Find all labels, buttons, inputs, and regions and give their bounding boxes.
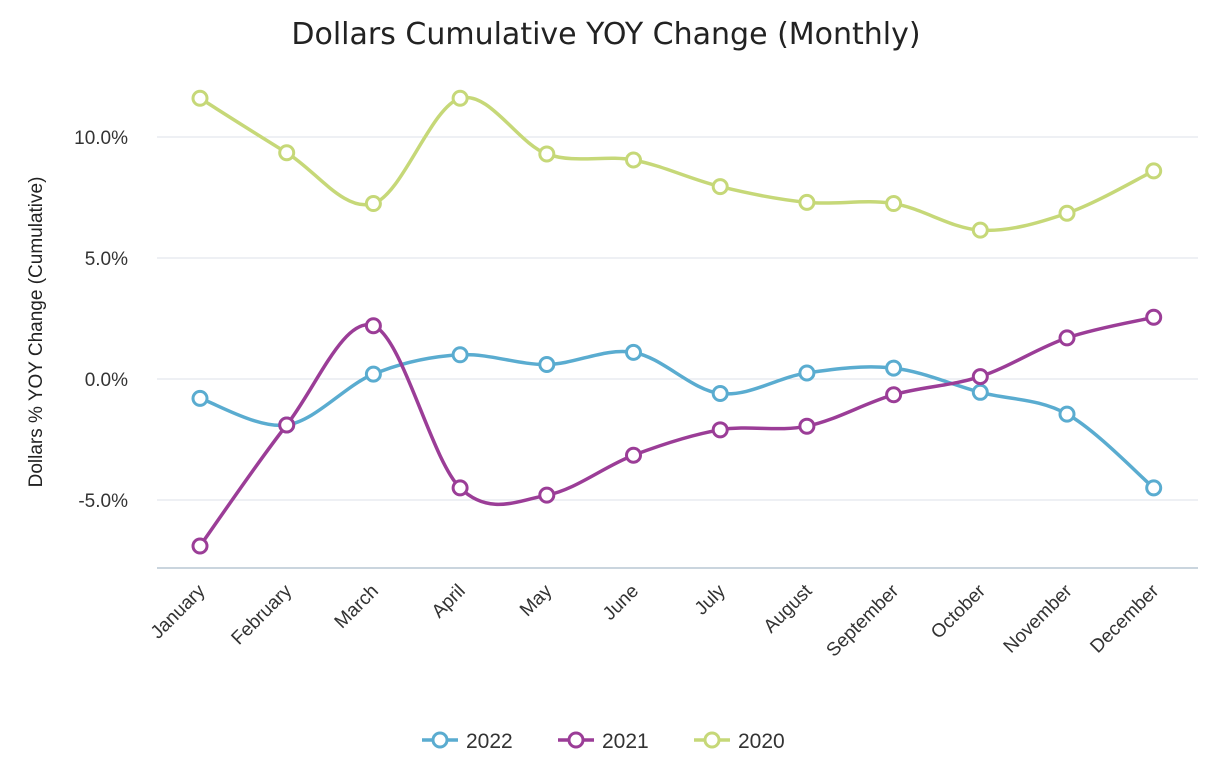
data-point[interactable] bbox=[538, 486, 556, 504]
x-tick-label: June bbox=[599, 581, 643, 625]
legend-item-2021[interactable]: 2021 bbox=[558, 730, 649, 753]
data-point[interactable] bbox=[711, 385, 729, 403]
data-point[interactable] bbox=[885, 386, 903, 404]
legend-label: 2021 bbox=[602, 730, 649, 753]
data-point[interactable] bbox=[625, 446, 642, 464]
series-2020 bbox=[191, 89, 1163, 239]
data-point[interactable] bbox=[625, 343, 642, 361]
x-tick-label: December bbox=[1086, 580, 1163, 657]
y-axis-label: Dollars % YOY Change (Cumulative) bbox=[26, 177, 47, 488]
x-tick-label: August bbox=[760, 580, 817, 637]
x-tick-label: July bbox=[691, 580, 730, 619]
data-point[interactable] bbox=[451, 479, 469, 497]
x-tick-label: November bbox=[1000, 580, 1077, 657]
data-point[interactable] bbox=[798, 417, 816, 435]
data-point[interactable] bbox=[1145, 162, 1163, 180]
x-axis-ticks: January February March April May June July Augu… bbox=[147, 580, 1164, 661]
data-point[interactable] bbox=[278, 144, 296, 162]
series-line bbox=[199, 349, 1155, 490]
data-point[interactable] bbox=[451, 346, 469, 364]
data-point[interactable] bbox=[191, 537, 209, 555]
grid bbox=[157, 136, 1198, 501]
x-tick-label: May bbox=[516, 580, 557, 621]
legend-marker bbox=[431, 731, 449, 749]
legend-marker bbox=[703, 731, 721, 749]
series-line bbox=[198, 315, 1155, 547]
data-point[interactable] bbox=[364, 365, 382, 383]
data-point[interactable] bbox=[711, 178, 729, 196]
y-tick-label: 5.0% bbox=[85, 249, 128, 270]
data-point[interactable] bbox=[798, 193, 816, 211]
data-point[interactable] bbox=[364, 317, 382, 335]
data-point[interactable] bbox=[885, 359, 903, 377]
legend: 2022 2021 2020 bbox=[422, 730, 785, 753]
y-axis-ticks: 10.0% 5.0% 0.0% -5.0% bbox=[74, 128, 128, 512]
data-point[interactable] bbox=[971, 221, 989, 239]
legend-item-2020[interactable]: 2020 bbox=[694, 730, 785, 753]
x-tick-label: September bbox=[823, 580, 904, 661]
data-point[interactable] bbox=[1058, 204, 1076, 222]
chart-title: Dollars Cumulative YOY Change (Monthly) bbox=[291, 17, 920, 52]
data-point[interactable] bbox=[538, 355, 556, 373]
data-point[interactable] bbox=[885, 195, 903, 213]
legend-marker bbox=[567, 731, 585, 749]
legend-item-2022[interactable]: 2022 bbox=[422, 730, 513, 753]
data-point[interactable] bbox=[191, 389, 209, 407]
data-point[interactable] bbox=[191, 89, 209, 107]
y-tick-label: 10.0% bbox=[74, 128, 128, 149]
data-point[interactable] bbox=[1058, 329, 1076, 347]
data-point[interactable] bbox=[364, 195, 382, 213]
data-point[interactable] bbox=[1145, 479, 1163, 497]
data-point[interactable] bbox=[278, 416, 296, 434]
x-tick-label: October bbox=[927, 580, 990, 643]
y-tick-label: 0.0% bbox=[85, 370, 128, 391]
data-point[interactable] bbox=[625, 151, 642, 169]
data-point[interactable] bbox=[711, 421, 729, 439]
data-point[interactable] bbox=[451, 89, 469, 107]
series-lines bbox=[191, 89, 1163, 555]
data-point[interactable] bbox=[798, 364, 816, 382]
x-tick-label: February bbox=[228, 580, 297, 649]
data-point[interactable] bbox=[971, 383, 989, 401]
series-2022 bbox=[191, 343, 1163, 497]
x-tick-label: March bbox=[331, 581, 383, 633]
series-2021 bbox=[191, 308, 1163, 555]
legend-label: 2020 bbox=[738, 730, 785, 753]
x-tick-label: January bbox=[147, 580, 210, 643]
data-point[interactable] bbox=[971, 368, 989, 386]
data-point[interactable] bbox=[1145, 308, 1163, 326]
x-tick-label: April bbox=[428, 581, 470, 623]
data-point[interactable] bbox=[1058, 405, 1076, 423]
legend-label: 2022 bbox=[466, 730, 513, 753]
y-tick-label: -5.0% bbox=[78, 491, 128, 512]
data-point[interactable] bbox=[538, 145, 556, 163]
series-line bbox=[199, 95, 1155, 233]
